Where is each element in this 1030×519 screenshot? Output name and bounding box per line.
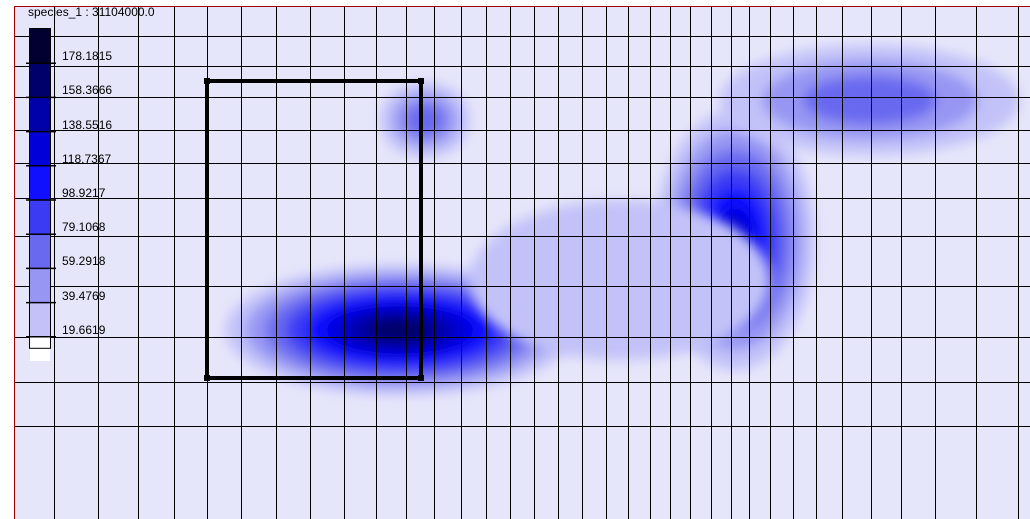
handle-bottom-right[interactable] xyxy=(418,375,424,381)
selection-handles[interactable] xyxy=(204,78,424,381)
handle-top-left[interactable] xyxy=(204,78,210,84)
legend-level-label: 138.5516 xyxy=(62,117,113,132)
legend-level-label: 98.9217 xyxy=(62,186,106,200)
legend-level-label: 118.7367 xyxy=(62,151,112,166)
legend-swatch xyxy=(30,63,50,98)
handle-top-right[interactable] xyxy=(418,78,424,84)
contour-upper-ridge xyxy=(720,45,1020,155)
legend-level-label: 59.2918 xyxy=(62,254,106,269)
legend-level-label: 79.1068 xyxy=(62,220,106,235)
contour-level-3 xyxy=(405,103,445,137)
legend-swatch xyxy=(30,302,50,337)
legend-swatch xyxy=(30,131,50,166)
legend-swatch xyxy=(30,29,50,64)
selection-rectangle[interactable] xyxy=(205,79,423,380)
legend-swatch xyxy=(30,234,50,269)
contour-small-peak xyxy=(380,82,470,158)
contour-level-3 xyxy=(803,75,937,125)
legend-level-label: 158.3666 xyxy=(62,83,113,98)
grid-lines xyxy=(14,6,1030,519)
legend-swatch xyxy=(30,336,50,349)
legend-title: species_1 : 31104000.0 xyxy=(28,5,155,19)
legend-level-label: 178.1815 xyxy=(62,49,113,64)
legend-level-label: 39.4769 xyxy=(62,288,106,303)
legend-swatch xyxy=(30,165,50,200)
contour-level-1 xyxy=(470,200,770,360)
handle-bottom-left[interactable] xyxy=(204,375,210,381)
contour-bridge xyxy=(470,200,770,360)
legend-swatch xyxy=(30,97,50,132)
legend-level-label: 19.6619 xyxy=(62,322,106,337)
contour-level-8 xyxy=(367,317,433,343)
legend-swatch-outline xyxy=(29,28,51,349)
legend-swatch xyxy=(30,200,50,235)
legend xyxy=(26,28,56,361)
contour-fills xyxy=(225,45,1020,395)
legend-swatch xyxy=(30,268,50,303)
